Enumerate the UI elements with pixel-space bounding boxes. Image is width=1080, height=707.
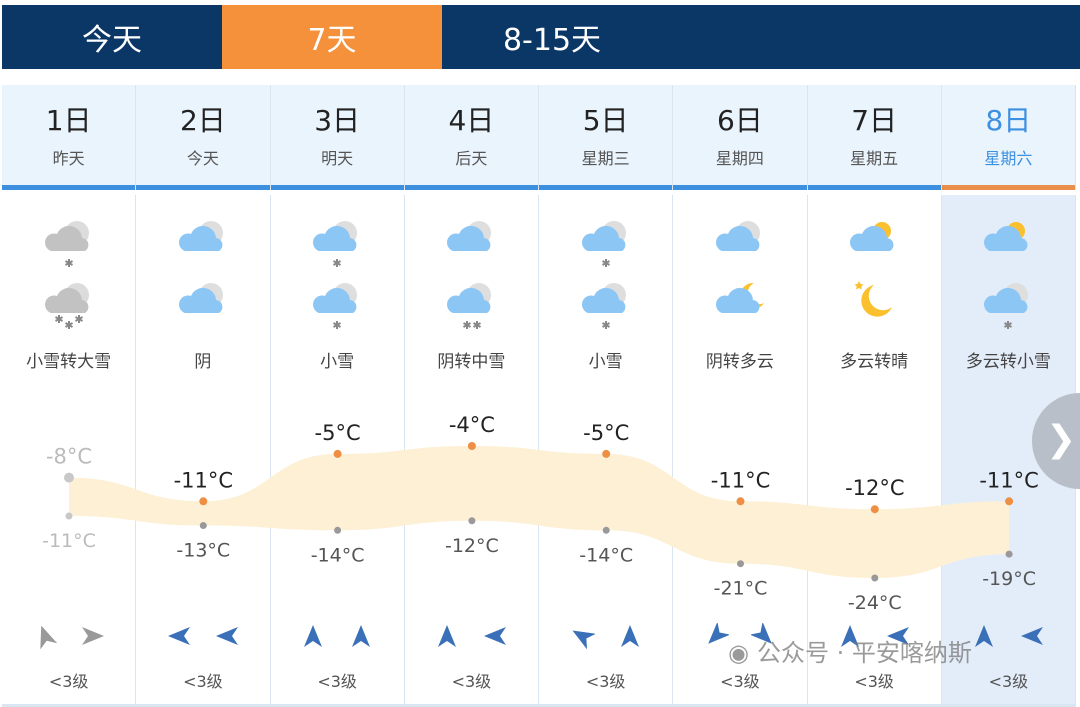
- weather-description: 阴转多云: [705, 352, 774, 372]
- wind-direction-icon: [484, 627, 507, 645]
- wind-direction-icon: [841, 625, 860, 647]
- wind-level: <3级: [585, 672, 626, 691]
- day-tab-5[interactable]: 5日 星期三: [539, 85, 674, 190]
- weather-description: 小雪: [320, 352, 355, 372]
- day-weekday: 昨天: [52, 149, 85, 168]
- cloud-blue-icon: [710, 213, 770, 268]
- wind-directions: [942, 623, 1075, 649]
- tab-8-15-days[interactable]: 8-15天: [502, 23, 602, 58]
- day-date: 2日: [179, 104, 226, 137]
- sun-cloud-icon: [978, 213, 1038, 268]
- cloud-gray-snow1-icon: [39, 213, 99, 268]
- day-date: 8日: [985, 104, 1032, 137]
- weather-description: 阴转中雪: [437, 352, 506, 372]
- cloud-blue-snow1-icon: [307, 275, 367, 330]
- wind-level: <3级: [720, 672, 760, 691]
- day-date: 7日: [851, 104, 898, 137]
- tab-today[interactable]: 今天: [82, 23, 142, 58]
- day-tab-6[interactable]: 6日 星期四: [673, 85, 808, 190]
- wechat-icon: ◉: [728, 639, 749, 667]
- weather-description: 小雪: [588, 352, 623, 372]
- day-date: 3日: [314, 104, 361, 137]
- wind-direction-icon: [167, 627, 190, 645]
- wind-level: <3级: [988, 672, 1029, 691]
- bottom-border: [2, 704, 1076, 707]
- wind-level: <3级: [183, 672, 223, 691]
- wind-directions: [539, 623, 672, 649]
- weather-description: 阴: [194, 352, 212, 372]
- day-weekday: 星期六: [984, 149, 1033, 168]
- wind-direction-icon: [304, 625, 323, 647]
- cloud-blue-icon: [173, 213, 233, 268]
- day-weekday: 星期四: [715, 149, 764, 168]
- wind-direction-icon: [39, 625, 57, 649]
- wind-direction-icon: [81, 627, 104, 645]
- wind-direction-icon: [750, 623, 772, 644]
- weather-description: 小雪转大雪: [26, 352, 112, 372]
- wind-level: <3级: [451, 672, 492, 691]
- forecast-column: 多云转晴 <3级: [808, 195, 942, 705]
- wind-direction-icon: [708, 623, 729, 644]
- forecast-column: 阴 <3级: [136, 195, 271, 705]
- day-weekday: 今天: [186, 149, 219, 168]
- wind-direction-icon: [352, 625, 371, 647]
- day-weekday: 后天: [455, 149, 488, 168]
- wind-directions: [673, 623, 806, 649]
- wind-directions: [2, 623, 135, 649]
- day-weekday: 星期五: [850, 149, 899, 168]
- day-tab-4[interactable]: 4日 后天: [404, 85, 539, 190]
- forecast-column: 小雪转大雪 <3级: [2, 195, 137, 705]
- sun-cloud-icon: [844, 213, 904, 268]
- tab-7-days[interactable]: 7天: [222, 5, 442, 69]
- day-tab-7[interactable]: 7日 星期五: [807, 85, 942, 190]
- weather-description: 多云转晴: [840, 352, 909, 372]
- day-tab-3[interactable]: 3日 明天: [270, 85, 405, 190]
- cloud-blue-icon: [173, 275, 233, 330]
- wind-direction-icon: [1021, 627, 1044, 645]
- wind-direction-icon: [620, 625, 639, 647]
- day-date: 1日: [45, 104, 92, 137]
- wind-directions: [808, 623, 941, 649]
- wind-directions: [136, 623, 269, 649]
- cloud-blue-snow2-icon: [441, 275, 501, 330]
- day-date: 5日: [582, 104, 629, 137]
- cloud-blue-snow1-icon: [576, 275, 636, 330]
- wind-level: <3级: [48, 672, 89, 691]
- day-tab-2[interactable]: 2日 今天: [136, 85, 271, 190]
- cloud-blue-snow1-icon: [576, 213, 636, 268]
- wind-direction-icon: [887, 627, 910, 645]
- weather-description: 多云转小雪: [965, 352, 1051, 372]
- moon-cloud-icon: [710, 275, 770, 330]
- day-date: 6日: [716, 104, 763, 137]
- cloud-blue-icon: [441, 213, 501, 268]
- day-tab-8[interactable]: 8日 星期六: [941, 85, 1076, 190]
- wind-level: <3级: [854, 672, 894, 691]
- day-date: 4日: [448, 104, 495, 137]
- wind-direction-icon: [572, 630, 595, 649]
- cloud-blue-snow1-icon: [978, 275, 1038, 330]
- cloud-blue-snow1-icon: [307, 213, 367, 268]
- day-header-row: 1日 昨天 2日 今天 3日 明天 4日 后天 5日 星期三 6日 星期四 7日…: [2, 85, 1076, 190]
- chevron-right-icon: ❯: [1046, 419, 1077, 460]
- forecast-columns: 小雪转大雪 <3级 阴 <3级 小雪 <3级 阴转中雪 <3级 小雪 <3级 阴…: [2, 195, 1076, 705]
- forecast-column: 阴转多云 <3级: [673, 195, 808, 705]
- wind-direction-icon: [975, 625, 994, 647]
- wind-directions: [271, 623, 404, 649]
- watermark: ◉ 公众号 · 平安喀纳斯: [728, 640, 972, 666]
- wind-level: <3级: [317, 672, 357, 691]
- day-tab-1[interactable]: 1日 昨天: [2, 85, 137, 190]
- day-weekday: 星期三: [581, 149, 630, 168]
- wind-directions: [405, 623, 538, 649]
- forecast-range-tabs: 今天 7天 8-15天: [2, 5, 1080, 69]
- watermark-text: 公众号 · 平安喀纳斯: [756, 639, 972, 667]
- wind-direction-icon: [215, 627, 238, 645]
- forecast-column: 小雪 <3级: [271, 195, 405, 705]
- day-weekday: 明天: [321, 149, 354, 168]
- forecast-column: 阴转中雪 <3级: [405, 195, 539, 705]
- wind-direction-icon: [438, 625, 457, 647]
- moon-icon: [844, 275, 904, 330]
- forecast-column: 小雪 <3级: [539, 195, 674, 705]
- cloud-gray-snow3-icon: [39, 275, 99, 330]
